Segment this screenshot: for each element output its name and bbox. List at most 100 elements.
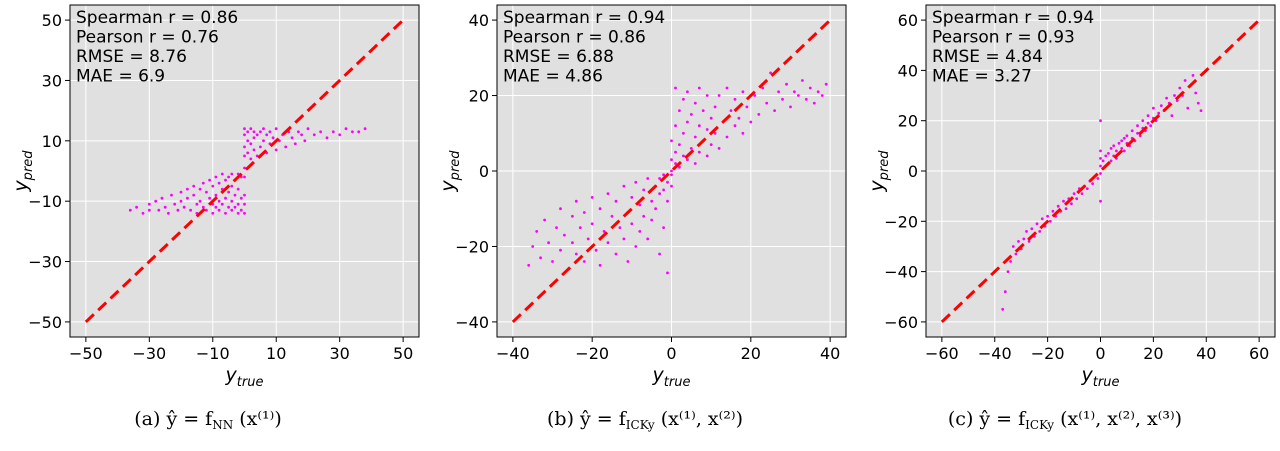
scatter-point (674, 150, 677, 154)
scatter-point (1027, 240, 1031, 243)
scatter-point (243, 145, 246, 149)
scatter-point (614, 199, 618, 203)
y-tick-label: −10 (28, 192, 62, 211)
scatter-point (689, 113, 693, 116)
scatter-point (801, 79, 804, 82)
scatter-point (535, 230, 539, 233)
stats-annotation: Pearson r = 0.93 (932, 28, 1075, 48)
scatter-point (622, 237, 626, 241)
scatter-point (646, 237, 650, 241)
scatter-point (1046, 214, 1049, 218)
scatter-point (227, 175, 231, 179)
scatter-point (574, 252, 578, 256)
scatter-point (252, 148, 256, 152)
scatter-point (559, 248, 562, 252)
scatter-point (312, 133, 316, 137)
scatter-point (230, 184, 234, 188)
scatter-point (741, 90, 745, 94)
scatter-point (670, 184, 673, 188)
scatter-point (725, 135, 729, 139)
y-tick-label: −30 (28, 253, 62, 272)
caption-prefix: (c) ŷ = f (948, 408, 1027, 430)
scatter-point (205, 190, 208, 194)
y-axis-label-sub: pred (21, 150, 36, 182)
scatter-point (192, 184, 196, 188)
scatter-point (243, 154, 246, 158)
scatter-point (642, 214, 646, 218)
identity-line (84, 19, 405, 323)
scatter-point (662, 188, 665, 192)
scatter-point (233, 205, 237, 209)
scatter-point (1173, 94, 1176, 97)
scatter-point (678, 109, 681, 112)
x-tick-label: 20 (1143, 344, 1163, 363)
scatter-point (252, 136, 256, 140)
scatter-point (602, 230, 606, 233)
x-axis-label: ytrue (1081, 364, 1120, 390)
scatter-point (1170, 114, 1174, 118)
x-tick-label: −20 (575, 344, 609, 363)
scatter-point (1125, 134, 1129, 138)
scatter-point (1096, 177, 1100, 180)
x-tick-label: −30 (132, 344, 166, 363)
x-tick-label: 10 (266, 344, 286, 363)
scatter-point (642, 188, 646, 192)
scatter-point (246, 130, 250, 134)
scatter-point (808, 86, 812, 90)
caption-prefix: (a) ŷ = f (134, 408, 214, 430)
y-tick-label: 0 (908, 162, 918, 181)
scatter-point (686, 158, 689, 162)
scatter-point (186, 196, 189, 200)
scatter-point (293, 142, 297, 146)
scatter-point (351, 130, 354, 134)
scatter-point (686, 120, 689, 124)
scatter-point (705, 94, 709, 97)
scatter-point (654, 207, 657, 211)
caption-args: (x⁽¹⁾, x⁽²⁾) (655, 408, 743, 430)
scatter-point (1165, 96, 1168, 100)
scatter-point (1149, 124, 1153, 128)
scatter-point (658, 177, 661, 180)
caption-subscript: ICKy (1025, 418, 1054, 432)
identity-line (511, 19, 832, 323)
scatter-point (697, 86, 701, 90)
scatter-point (689, 147, 693, 150)
chart-panel-2: −40 −20 0 20 40−40−2002040ytrueypredSpearman… (437, 4, 847, 432)
scatter-point (1120, 139, 1124, 143)
y-tick-label: −60 (884, 313, 918, 332)
scatter-point (167, 211, 170, 215)
x-tick-label: 60 (1249, 344, 1269, 363)
scatter-point (555, 226, 558, 230)
scatter-point (147, 208, 151, 212)
scatter-point (173, 202, 177, 206)
scatter-point (670, 169, 673, 173)
scatter-point (1183, 79, 1187, 82)
scatter-point (198, 199, 202, 203)
scatter-point (192, 193, 196, 197)
scatter-point (745, 105, 749, 109)
scatter-point (1099, 199, 1102, 203)
scatter-point (160, 196, 164, 200)
scatter-point (195, 202, 199, 206)
scatter-point (1035, 222, 1039, 226)
scatter-point (265, 133, 269, 137)
y-axis-label-sub: pred (448, 150, 463, 182)
y-tick-label: −40 (455, 313, 489, 332)
scatter-point (243, 211, 246, 215)
scatter-point (1122, 136, 1126, 140)
scatter-point (243, 133, 246, 137)
stats-annotation: RMSE = 4.84 (932, 47, 1043, 67)
scatter-point (1099, 164, 1102, 168)
scatter-point (1022, 237, 1026, 241)
scatter-point (1109, 159, 1113, 163)
scatter-point (1040, 217, 1044, 221)
scatter-point (201, 181, 205, 185)
scatter-point (179, 190, 183, 194)
scatter-point (214, 175, 218, 179)
x-axis-label-sub: true (664, 375, 691, 390)
scatter-point (618, 226, 622, 230)
scatter-point (239, 208, 243, 212)
scatter-point (227, 190, 231, 194)
scatter-point (678, 143, 681, 147)
scatter-point (1199, 109, 1203, 112)
